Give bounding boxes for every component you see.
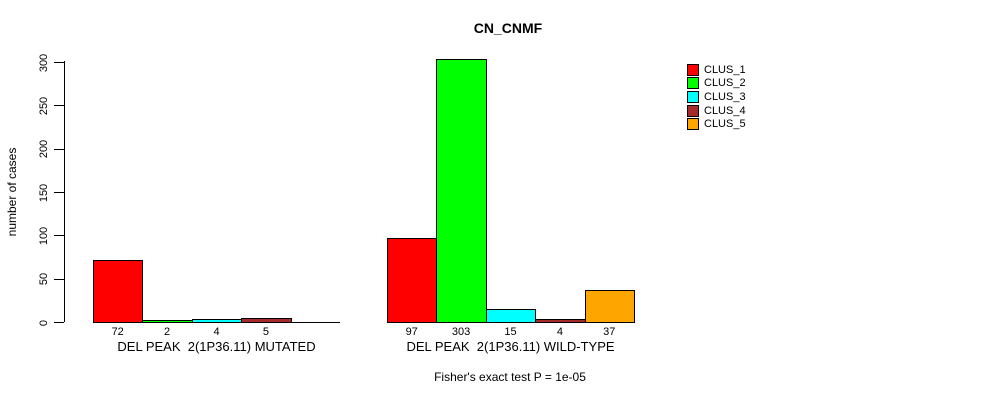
y-tick-label: 250 <box>38 96 50 116</box>
bar-value-label: 97 <box>405 326 418 338</box>
y-tick-label: 50 <box>38 273 50 286</box>
legend-label: CLUS_2 <box>704 77 746 90</box>
y-tick-mark <box>54 105 64 107</box>
legend-label: CLUS_1 <box>704 63 746 76</box>
legend-swatch-CLUS_3 <box>687 90 699 103</box>
legend-item: CLUS_2 <box>687 77 746 91</box>
y-tick-mark <box>54 62 64 63</box>
legend-item: CLUS_1 <box>687 63 746 77</box>
y-axis-line <box>64 61 65 322</box>
y-tick-label: 100 <box>38 226 50 246</box>
y-tick-mark <box>54 322 64 323</box>
y-tick-mark <box>54 235 64 237</box>
bar-CLUS_3-group2 <box>485 309 537 323</box>
bar-CLUS_2-group2 <box>436 59 487 323</box>
y-tick-label: 0 <box>38 319 50 326</box>
bar-CLUS_4-group1 <box>241 317 292 323</box>
bar-value-label: 72 <box>111 326 124 338</box>
bar-value-label: 15 <box>504 326 517 338</box>
y-tick-mark <box>54 278 64 280</box>
y-tick-label: 200 <box>38 139 50 159</box>
legend-swatch-CLUS_4 <box>687 104 699 117</box>
y-tick-mark <box>54 148 64 150</box>
legend-label: CLUS_4 <box>704 104 746 117</box>
bar-value-label: 4 <box>213 326 220 338</box>
y-tick-mark <box>54 192 64 193</box>
bar-CLUS_1-group2 <box>387 237 438 323</box>
bar-value-label: 4 <box>556 326 563 338</box>
y-tick-label: 300 <box>38 53 50 72</box>
x-axis-group-label: DEL PEAK 2(1P36.11) WILD-TYPE <box>406 339 615 354</box>
bar-value-label: 5 <box>262 326 269 338</box>
bar-value-label: 37 <box>603 326 616 338</box>
legend-swatch-CLUS_5 <box>687 118 699 131</box>
x-axis-group-label: DEL PEAK 2(1P36.11) MUTATED <box>117 339 316 354</box>
bar-value-label: 2 <box>164 326 171 338</box>
bar-CLUS_1-group1 <box>93 259 144 323</box>
y-tick-label: 150 <box>38 183 50 202</box>
legend-item: CLUS_4 <box>687 104 746 118</box>
bar-CLUS_2-group1 <box>142 320 193 323</box>
chart-title: CN_CNMF <box>473 20 543 36</box>
legend-swatch-CLUS_2 <box>687 77 699 90</box>
legend-label: CLUS_3 <box>704 90 746 103</box>
bar-CLUS_5-group2 <box>584 289 635 323</box>
legend-swatch-CLUS_1 <box>687 63 699 76</box>
legend-item: CLUS_3 <box>687 90 746 104</box>
legend-label: CLUS_5 <box>704 118 746 131</box>
legend-item: CLUS_5 <box>687 117 746 131</box>
bar-CLUS_3-group1 <box>191 318 243 323</box>
bar-value-label: 303 <box>451 326 471 338</box>
bar-CLUS_4-group2 <box>535 318 586 323</box>
legend: CLUS_1 CLUS_2 CLUS_3 CLUS_4 CLUS_5 <box>687 63 746 131</box>
y-axis-title: number of cases <box>5 147 19 237</box>
fisher-test-annotation: Fisher's exact test P = 1e-05 <box>434 370 586 384</box>
